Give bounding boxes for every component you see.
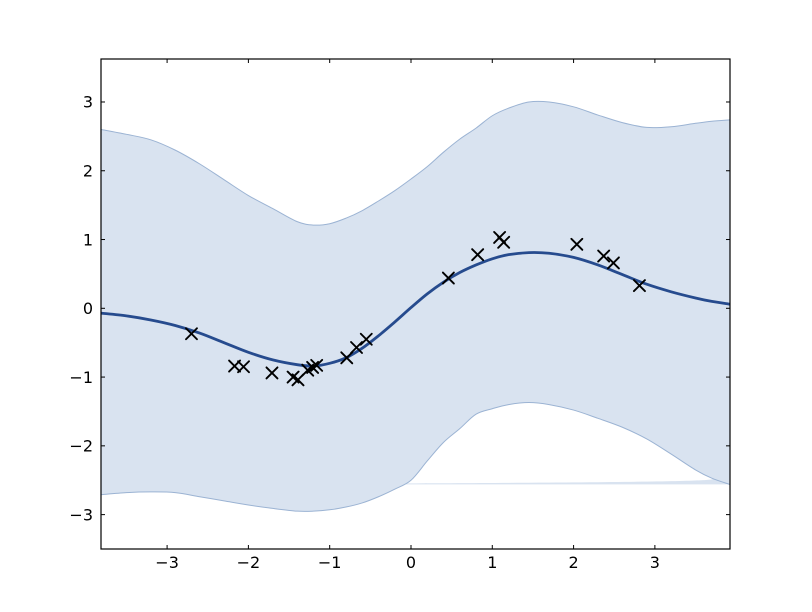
observation-marker (471, 248, 485, 262)
confidence-band-lower-edge (101, 402, 730, 512)
y-tick-label: 2 (83, 162, 93, 181)
plot-frame (100, 58, 731, 550)
observation-marker (185, 327, 198, 341)
observation-marker (441, 271, 455, 285)
x-tick-label: 2 (568, 553, 578, 572)
y-tick-label: 1 (83, 230, 93, 249)
y-tick-label: −2 (69, 437, 93, 456)
observation-marker (497, 235, 511, 249)
observation-marker (606, 256, 620, 270)
x-tick-label: 3 (650, 553, 660, 572)
observation-marker (310, 358, 324, 372)
y-tick-label: 0 (83, 299, 93, 318)
observation-marker (597, 249, 611, 263)
x-tick-label: −2 (237, 553, 261, 572)
x-tick-label: 0 (406, 553, 416, 572)
confidence-band-fill (101, 101, 730, 512)
y-tick-label: 3 (83, 93, 93, 112)
observation-marker (359, 332, 373, 346)
observation-marker (265, 366, 279, 380)
y-tick-label: −1 (69, 368, 93, 387)
observation-marker (632, 279, 646, 293)
x-tick-label: −1 (318, 553, 342, 572)
x-tick-label: 1 (487, 553, 497, 572)
observation-marker (350, 341, 363, 354)
confidence-band-upper-edge (101, 100, 730, 226)
observation-marker (570, 237, 584, 251)
y-tick-label: −3 (69, 505, 93, 524)
observation-marker (340, 351, 354, 365)
x-tick-label: −3 (155, 553, 179, 572)
mean-curve (101, 251, 730, 368)
observation-marker (237, 360, 250, 374)
